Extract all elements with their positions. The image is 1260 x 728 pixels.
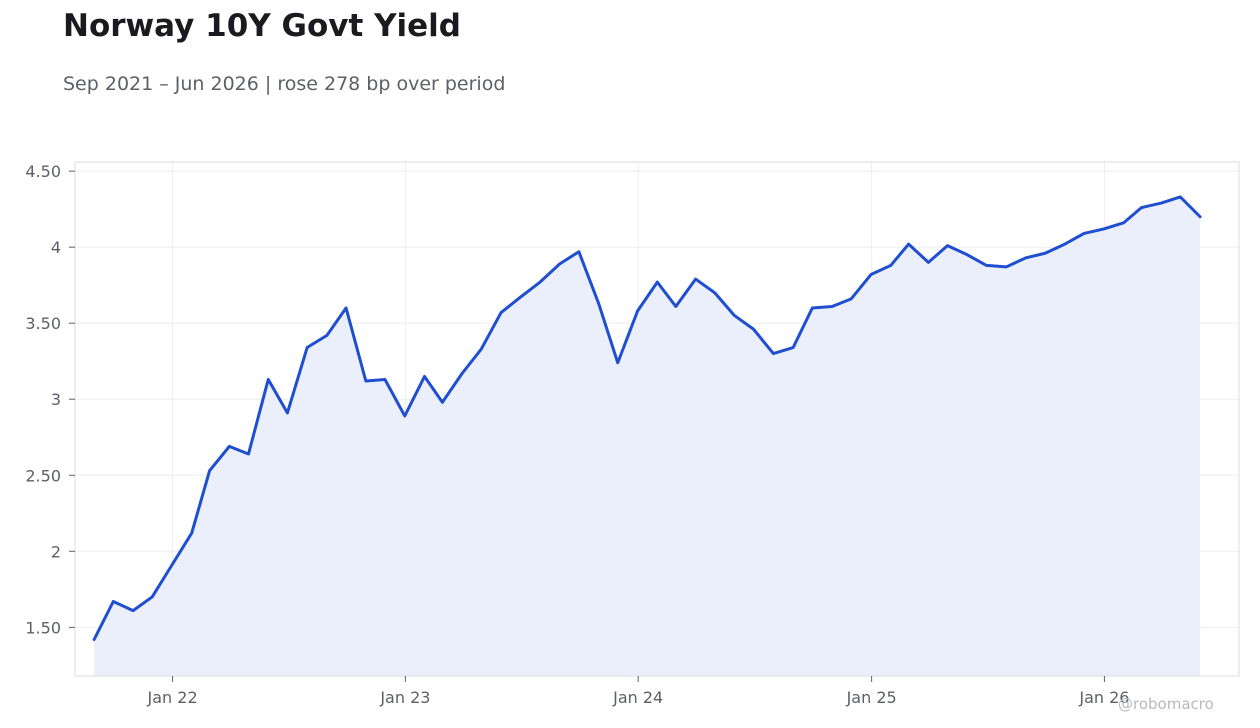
plot-frame xyxy=(74,161,1240,677)
chart-title: Norway 10Y Govt Yield xyxy=(63,8,461,44)
x-tick-label: Jan 22 xyxy=(147,688,198,707)
x-tick-label: Jan 25 xyxy=(846,688,897,707)
y-tick-label: 2.50 xyxy=(25,466,61,485)
y-tick-label: 1.50 xyxy=(25,618,61,637)
x-tick-label: Jan 24 xyxy=(612,688,663,707)
x-axis-ticks: Jan 22 Jan 23 Jan 24 Jan 25 Jan 26 xyxy=(147,676,1129,707)
y-tick-label: 3 xyxy=(51,390,61,409)
x-tick-label: Jan 23 xyxy=(379,688,430,707)
y-tick-label: 4 xyxy=(51,238,61,257)
x-tick-label: Jan 26 xyxy=(1078,688,1129,707)
y-tick-label: 2 xyxy=(51,542,61,561)
yield-line xyxy=(92,195,1202,641)
chart-subtitle: Sep 2021 – Jun 2026 | rose 278 bp over p… xyxy=(63,73,506,95)
y-axis-ticks: 1.50 2 2.50 3 3.50 4 4.50 xyxy=(25,162,75,637)
y-tick-label: 4.50 xyxy=(25,162,61,181)
watermark: @robomacro xyxy=(1118,695,1214,713)
y-tick-label: 3.50 xyxy=(25,314,61,333)
yield-area xyxy=(94,196,1201,677)
